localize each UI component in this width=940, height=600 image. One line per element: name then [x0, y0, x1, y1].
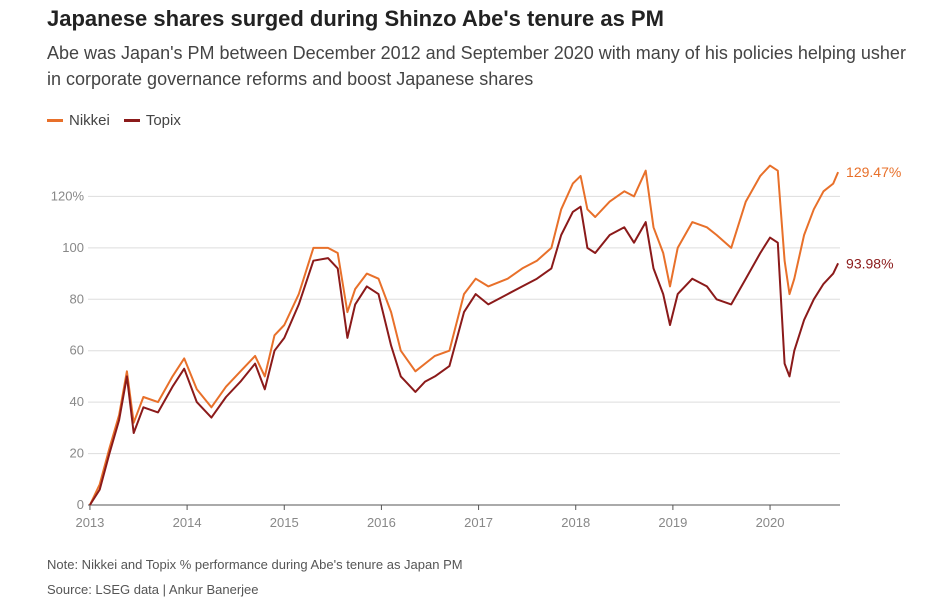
series-line-nikkei	[88, 164, 840, 506]
y-tick-label: 20	[70, 446, 84, 461]
y-tick-label: 0	[77, 497, 84, 512]
source-credit: Source: LSEG data | Ankur Banerjee	[47, 582, 259, 597]
legend-label-topix: Topix	[145, 112, 181, 129]
x-tick-label: 2016	[367, 515, 396, 530]
y-tick-label: 120%	[51, 188, 85, 203]
legend: Nikkei Topix	[47, 112, 181, 129]
x-tick-label: 2018	[561, 515, 590, 530]
series-line-topix	[89, 205, 840, 506]
end-label-nikkei: 129.47%	[846, 164, 901, 180]
nikkei-swatch	[47, 119, 63, 122]
chart-subtitle: Abe was Japan's PM between December 2012…	[47, 43, 906, 89]
x-tick-label: 2020	[756, 515, 785, 530]
x-tick-label: 2013	[75, 515, 104, 530]
y-tick-label: 40	[70, 394, 84, 409]
end-label-topix: 93.98%	[846, 255, 893, 271]
x-tick-label: 2014	[173, 515, 202, 530]
x-tick-label: 2015	[270, 515, 299, 530]
legend-item-nikkei: Nikkei	[47, 112, 110, 129]
y-tick-label: 100	[62, 240, 84, 255]
y-tick-label: 80	[70, 291, 84, 306]
footnote: Note: Nikkei and Topix % performance dur…	[47, 557, 463, 572]
legend-label-nikkei: Nikkei	[69, 112, 110, 129]
legend-item-topix: Topix	[123, 112, 181, 129]
topix-swatch	[123, 119, 140, 122]
x-tick-label: 2017	[464, 515, 493, 530]
x-tick-label: 2019	[658, 515, 687, 530]
y-tick-label: 60	[70, 343, 84, 358]
chart-title: Japanese shares surged during Shinzo Abe…	[47, 6, 664, 31]
